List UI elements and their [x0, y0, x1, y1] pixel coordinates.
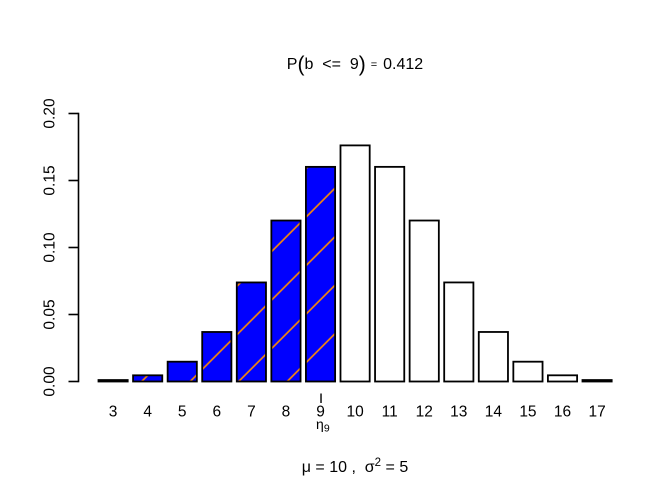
bar-border-13 [443, 281, 475, 383]
bar-border-10 [339, 144, 371, 383]
eta-marker-group: η9 [316, 393, 330, 435]
x-tick-label-16: 16 [554, 404, 571, 421]
bar-hatch-6 [202, 331, 232, 382]
bar-border-4 [132, 374, 164, 383]
bar-border-14 [477, 331, 509, 383]
x-axis-labels: 3 4 5 6 7 8 9 10 11 12 13 14 15 16 17 [109, 404, 606, 421]
eta-label-base: η [316, 416, 324, 432]
y-tick-label-0.05: 0.05 [42, 299, 59, 329]
y-tick-label-0.15: 0.15 [42, 165, 59, 195]
bar-border-5 [166, 360, 198, 383]
bar-12 [409, 220, 439, 382]
x-tick-label-6: 6 [212, 404, 221, 421]
x-tick-label-3: 3 [109, 404, 118, 421]
chart-subtitle: μ = 10 , σ2 = 5 [0, 455, 672, 476]
x-tick-label-8: 8 [282, 404, 291, 421]
x-tick-label-5: 5 [178, 404, 187, 421]
title-close-paren: ) [358, 53, 366, 76]
x-tick-label-15: 15 [519, 404, 536, 421]
x-tick-label-17: 17 [588, 404, 605, 421]
bar-16 [547, 375, 578, 382]
title-prefix: P [286, 56, 298, 73]
chart-title: P(b <= 9) = 0.412 [0, 54, 672, 75]
y-axis: 0.00 0.05 0.10 0.15 0.20 [42, 98, 80, 397]
title-open-paren: ( [297, 53, 305, 76]
y-tick-label-0.20: 0.20 [42, 98, 59, 129]
x-tick-label-14: 14 [485, 404, 503, 421]
bar-10 [340, 145, 370, 382]
x-tick-label-10: 10 [346, 404, 364, 421]
bar-border-9 [305, 165, 337, 383]
bar-border-8 [270, 219, 302, 383]
y-tick-label-0.10: 0.10 [42, 232, 59, 263]
bar-hatch-4 [133, 375, 163, 382]
x-tick-label-11: 11 [382, 404, 398, 421]
bar-11 [375, 166, 405, 382]
bar-border-12 [408, 219, 440, 383]
y-tick-label-0.00: 0.00 [42, 366, 59, 397]
x-tick-label-9: 9 [316, 404, 325, 421]
bar-border-6 [201, 331, 233, 383]
bar-border-11 [374, 165, 406, 383]
x-tick-label-7: 7 [247, 404, 256, 421]
bar-hatch-5 [167, 361, 197, 382]
x-tick-label-13: 13 [450, 404, 467, 421]
bar-hatch-7 [236, 282, 266, 382]
bar-border-16 [547, 374, 579, 383]
title-event: b <= 9 [304, 56, 359, 73]
bars-group [97, 144, 613, 383]
bar-border-15 [512, 360, 544, 383]
subtitle-mu-sigma: μ = 10 , σ [301, 458, 375, 476]
subtitle-sigma-exponent: 2 [374, 456, 382, 469]
title-equals-sign: = [370, 59, 378, 71]
subtitle-variance-value: = 5 [381, 458, 409, 476]
eta-label: η9 [316, 416, 330, 435]
title-probability-value: 0.412 [383, 56, 424, 73]
bar-14 [478, 331, 508, 382]
bar-hatch-8 [271, 220, 301, 382]
bar-13 [444, 282, 474, 382]
bar-border-17 [581, 379, 613, 383]
bar-border-3 [97, 379, 129, 383]
bar-15 [513, 361, 543, 382]
x-tick-label-12: 12 [416, 404, 433, 421]
eta-label-subscript: 9 [324, 423, 330, 435]
x-tick-label-4: 4 [143, 404, 152, 421]
bar-hatch-9 [305, 166, 336, 382]
bar-border-7 [235, 281, 267, 383]
